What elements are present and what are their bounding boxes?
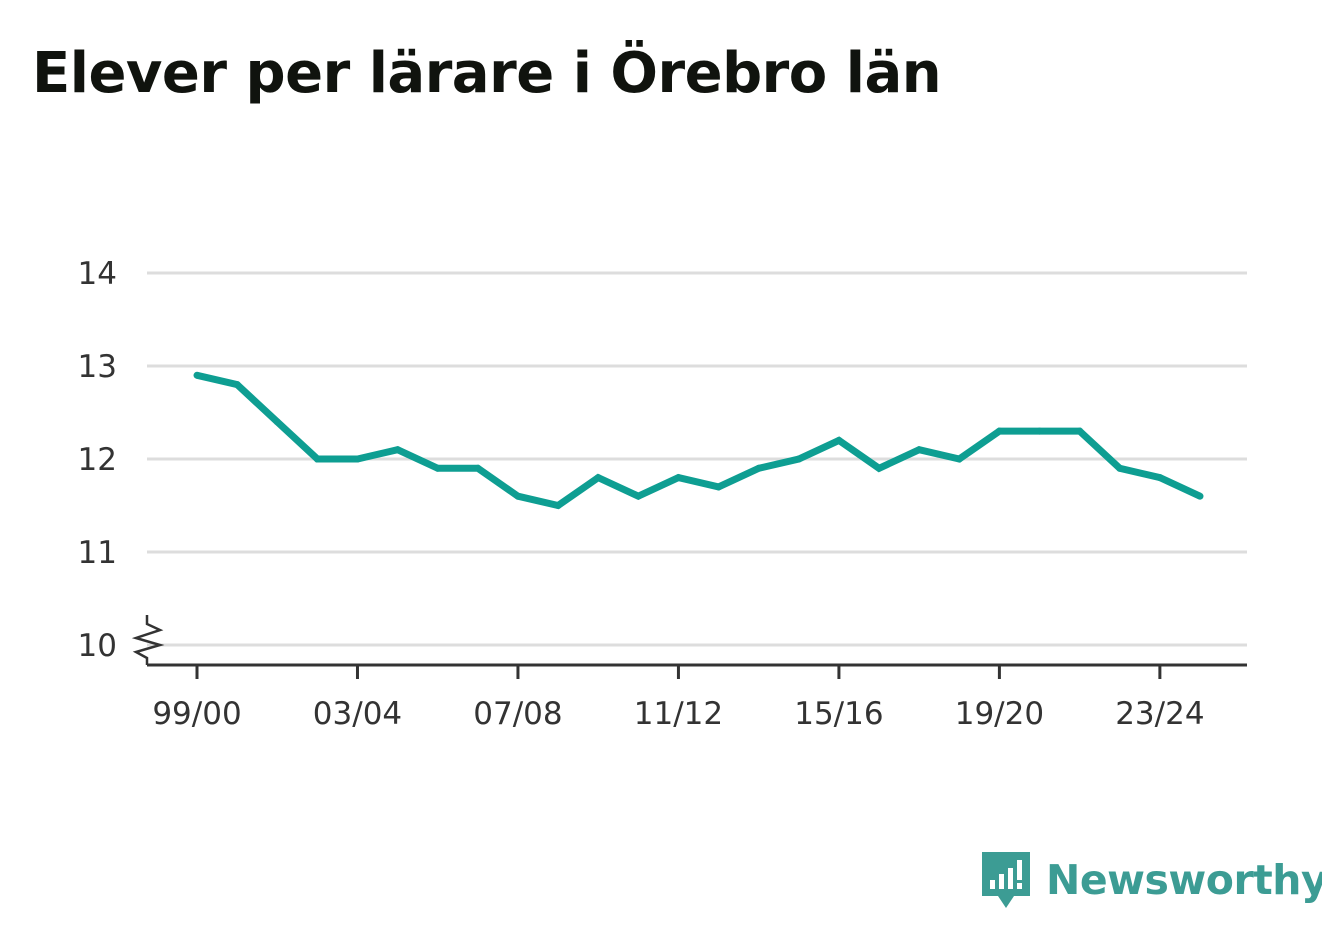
x-tick-label: 15/16	[794, 696, 883, 732]
x-tick-label: 99/00	[152, 696, 241, 732]
data-point	[875, 464, 883, 472]
x-axis	[131, 615, 1247, 667]
y-axis-tick-labels: 14 13 12 11 10	[78, 256, 117, 664]
data-point	[835, 436, 843, 444]
data-point	[795, 455, 803, 463]
data-point	[995, 427, 1003, 435]
data-point	[755, 464, 763, 472]
data-point	[273, 418, 281, 426]
data-point	[715, 483, 723, 491]
data-point	[674, 474, 682, 482]
data-point	[353, 455, 361, 463]
chart-title: Elever per lärare i Örebro län	[32, 41, 942, 106]
data-point	[1196, 492, 1204, 500]
x-tick-label: 11/12	[634, 696, 723, 732]
data-point	[193, 371, 201, 379]
data-point	[1076, 427, 1084, 435]
y-tick-label: 13	[78, 349, 117, 385]
y-tick-label: 10	[78, 628, 117, 664]
series-line	[196, 371, 1202, 510]
data-point	[1036, 427, 1044, 435]
data-point	[434, 464, 442, 472]
x-tick-label: 19/20	[955, 696, 1044, 732]
newsworthy-logo-icon	[982, 852, 1030, 908]
data-point	[394, 446, 402, 454]
brand-logo: Newsworthy	[980, 850, 1322, 910]
data-point	[1156, 474, 1164, 482]
x-tick-label: 03/04	[313, 696, 402, 732]
data-point	[634, 492, 642, 500]
x-axis-tick-labels: 99/00 03/04 07/08 11/12 15/16 19/20 23/24	[152, 665, 1205, 732]
data-point	[955, 455, 963, 463]
data-point	[474, 464, 482, 472]
y-tick-label: 14	[78, 256, 117, 292]
data-point	[554, 502, 562, 509]
brand-name: Newsworthy	[1046, 856, 1322, 904]
x-tick-label: 07/08	[473, 696, 562, 732]
data-point	[514, 492, 522, 500]
data-point	[233, 381, 241, 389]
x-tick-label: 23/24	[1115, 696, 1204, 732]
data-point	[594, 474, 602, 482]
y-tick-label: 11	[78, 535, 117, 571]
y-tick-label: 12	[78, 442, 117, 478]
gridlines	[147, 271, 1247, 647]
data-point	[1116, 464, 1124, 472]
axis-break-icon	[131, 615, 165, 665]
series-group	[193, 371, 1204, 510]
data-point	[313, 455, 321, 463]
data-point	[915, 446, 923, 454]
